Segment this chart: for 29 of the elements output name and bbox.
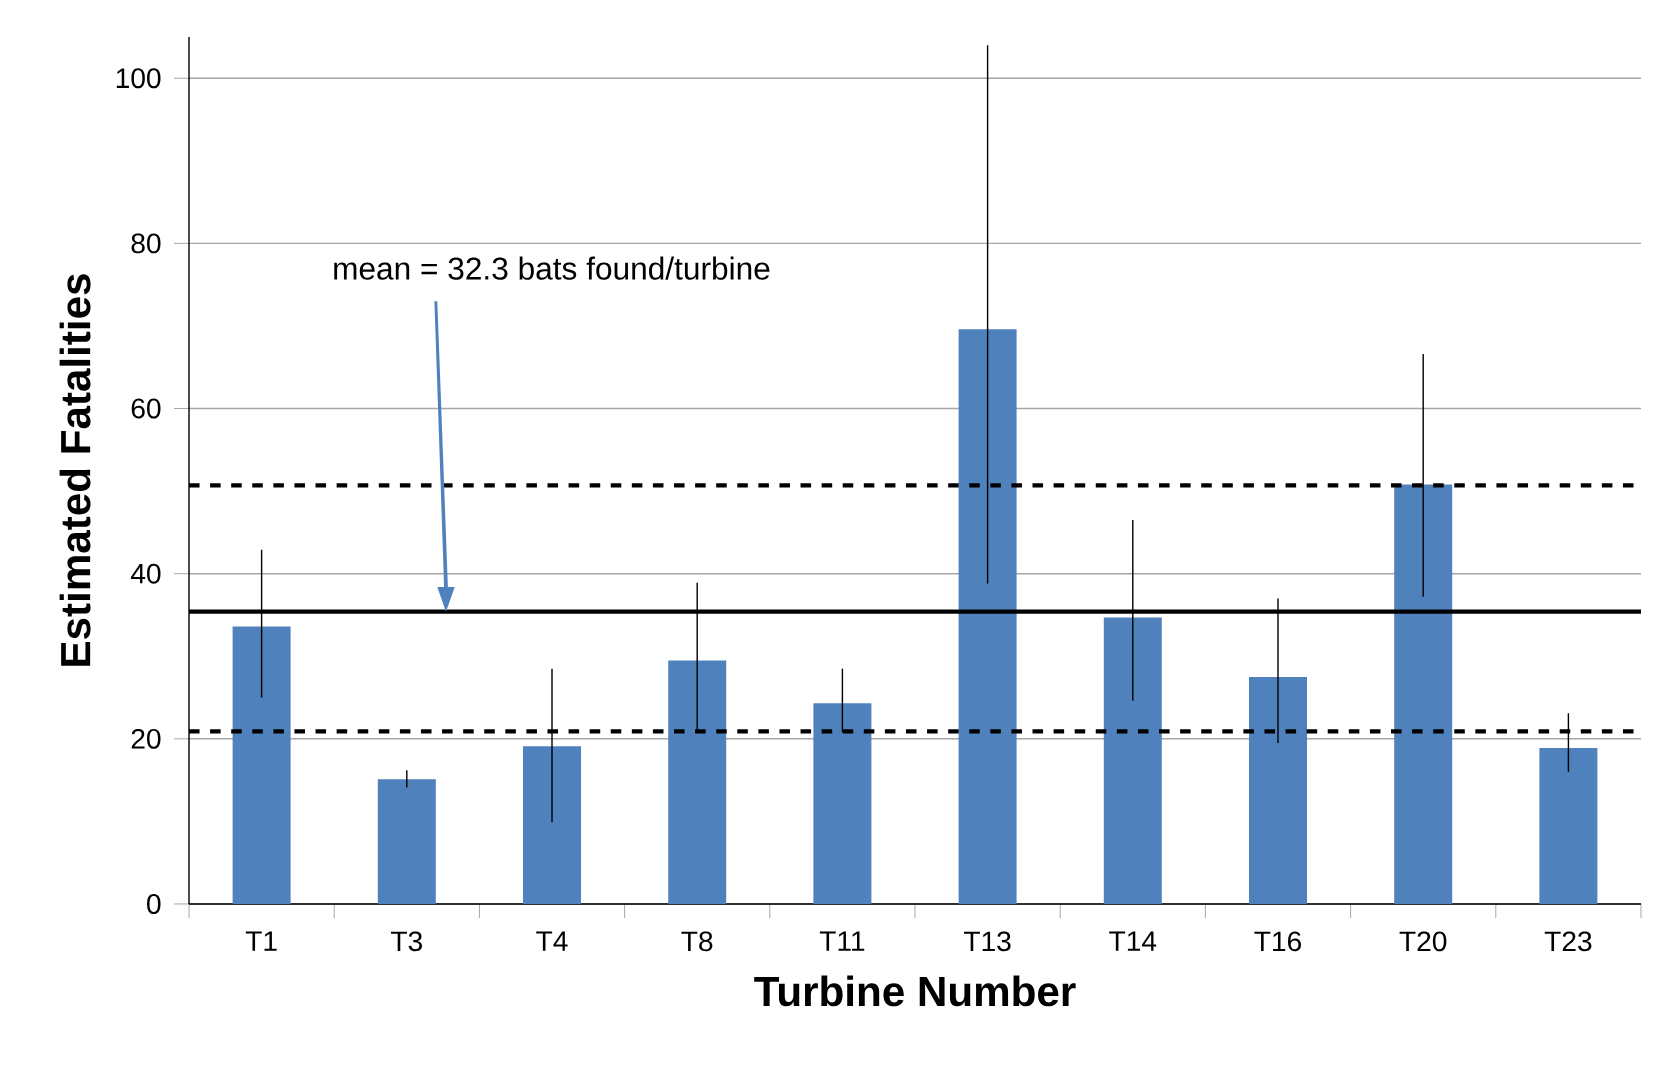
bar [1249, 676, 1307, 904]
x-tick-label: T13 [963, 931, 1011, 952]
x-tick-label: T11 [819, 931, 865, 951]
bar [377, 779, 436, 904]
bar [232, 626, 291, 904]
bar [813, 703, 872, 904]
x-tick-label: T1 [245, 931, 277, 951]
bar [1539, 747, 1598, 904]
bar [958, 329, 1017, 904]
y-tick-label: 100 [116, 68, 161, 89]
x-axis-title: Turbine Number [754, 975, 1076, 1007]
x-tick-label: T3 [391, 931, 422, 952]
y-axis-title: Estimated Fatalities [59, 274, 91, 666]
y-tick-label: 60 [131, 398, 161, 419]
x-tick-label: T4 [536, 931, 568, 951]
y-tick-label: 80 [131, 233, 161, 254]
bar [1394, 484, 1453, 904]
bar [668, 660, 727, 904]
y-tick-label: 40 [130, 563, 161, 584]
bar [523, 746, 582, 904]
annotation: mean = 32.3 bats found/turbine [334, 256, 770, 280]
x-tick-label: T8 [681, 931, 713, 952]
x-tick-label: T16 [1254, 931, 1301, 952]
y-tick-label: 20 [131, 728, 161, 749]
x-tick-label: T20 [1399, 931, 1447, 952]
x-tick-label: T23 [1544, 931, 1592, 952]
y-tick-label: 0 [147, 894, 161, 914]
bar [1103, 617, 1162, 904]
x-tick-label: T14 [1109, 931, 1157, 951]
